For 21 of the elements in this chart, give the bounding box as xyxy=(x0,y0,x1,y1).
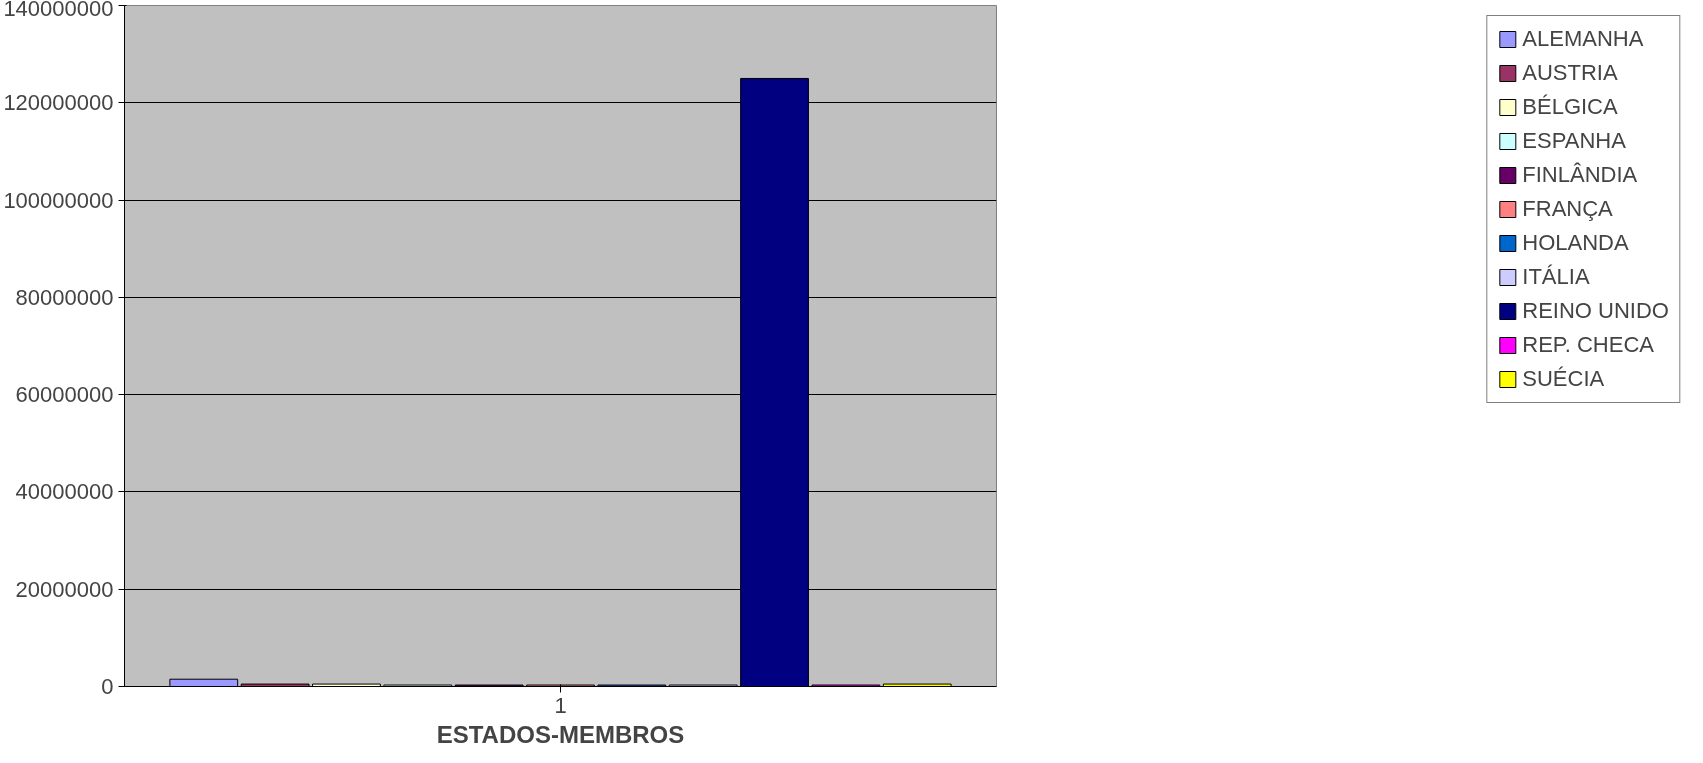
y-tick-label: 100000000 xyxy=(3,187,114,213)
y-tick-label: 0 xyxy=(101,674,114,699)
legend-label: REP. CHECA xyxy=(1522,332,1654,358)
legend-label: FINLÂNDIA xyxy=(1522,162,1638,188)
y-tick-label: 60000000 xyxy=(15,382,114,408)
y-tick-label: 120000000 xyxy=(3,90,114,116)
legend-label: HOLANDA xyxy=(1522,230,1629,256)
legend-label: REINO UNIDO xyxy=(1522,298,1669,324)
legend-label: AUSTRIA xyxy=(1522,60,1618,86)
y-tick-label: 140000000 xyxy=(3,0,114,21)
y-tick-label: 20000000 xyxy=(15,576,114,602)
y-tick-label: 80000000 xyxy=(15,284,114,310)
legend-label: FRANÇA xyxy=(1522,196,1613,222)
legend-label: ALEMANHA xyxy=(1522,26,1644,52)
legend-label: ITÁLIA xyxy=(1522,264,1590,290)
legend-label: BÉLGICA xyxy=(1522,94,1618,120)
legend-label: ESPANHA xyxy=(1522,128,1626,154)
y-tick-label: 40000000 xyxy=(15,479,114,505)
x-axis-title: ESTADOS-MEMBROS xyxy=(436,720,685,748)
x-tick-label: 1 xyxy=(554,692,567,718)
legend-label: SUÉCIA xyxy=(1522,366,1605,392)
